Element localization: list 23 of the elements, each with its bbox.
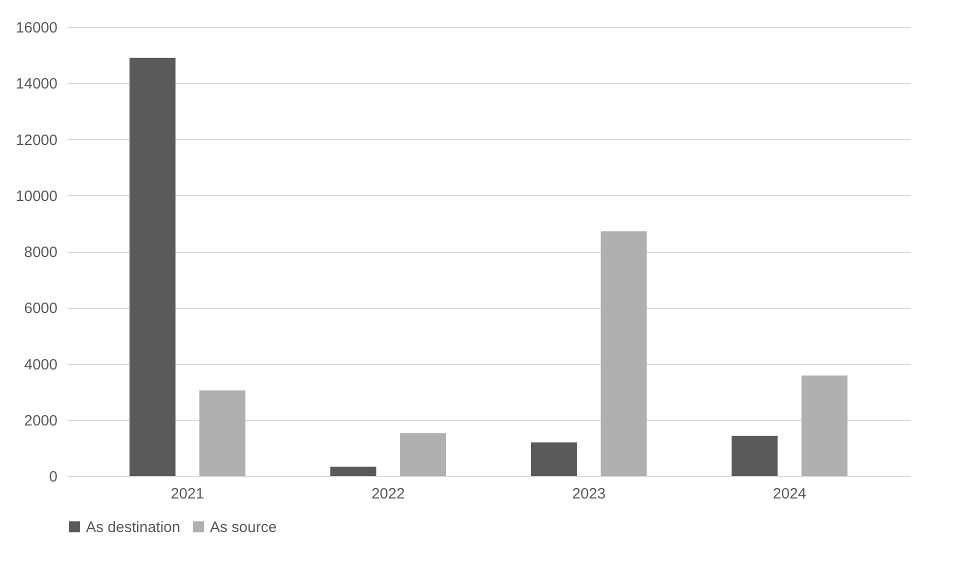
y-tick-label: 12000 bbox=[16, 132, 58, 149]
bar bbox=[732, 436, 778, 476]
bar bbox=[130, 58, 176, 476]
x-tick-label: 2021 bbox=[170, 486, 204, 502]
y-tick-label: 8000 bbox=[24, 244, 58, 261]
y-tick-label: 14000 bbox=[16, 76, 58, 93]
bar bbox=[600, 231, 647, 476]
x-tick-label: 2023 bbox=[572, 486, 606, 502]
legend-label: As source bbox=[210, 518, 277, 536]
bar bbox=[801, 376, 848, 476]
y-tick-label: 4000 bbox=[24, 356, 58, 374]
bar bbox=[400, 433, 446, 476]
x-tick-label: 2024 bbox=[772, 486, 806, 502]
y-tick-label: 2000 bbox=[24, 412, 58, 430]
x-tick-label: 2022 bbox=[371, 486, 405, 502]
y-tick-label: 0 bbox=[49, 468, 58, 486]
bar bbox=[199, 390, 246, 476]
y-tick-label: 6000 bbox=[24, 300, 58, 318]
bar bbox=[330, 466, 376, 476]
legend-label: As destination bbox=[86, 518, 180, 536]
bar bbox=[530, 442, 577, 476]
y-tick-label: 16000 bbox=[16, 20, 58, 36]
y-tick-label: 10000 bbox=[16, 188, 58, 205]
